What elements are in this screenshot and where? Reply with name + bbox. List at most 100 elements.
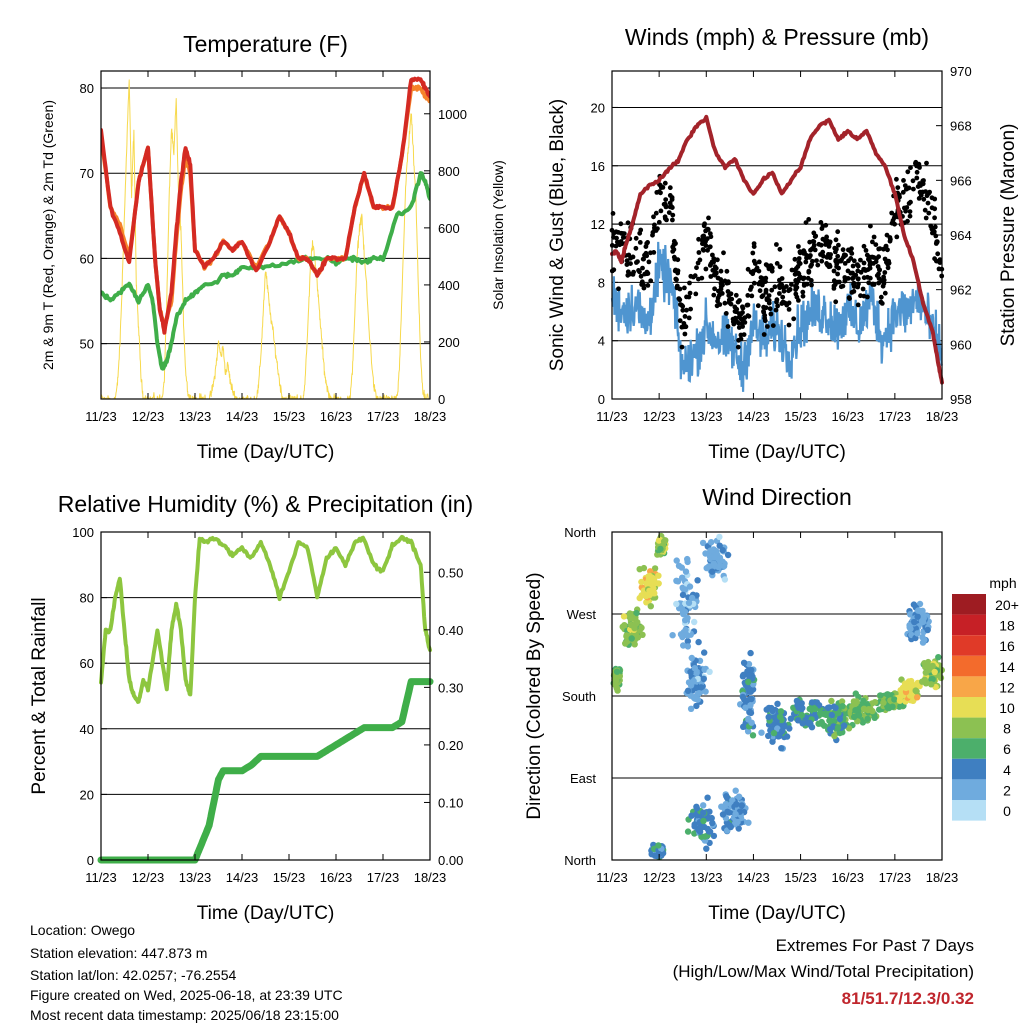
y2-tick-label: 962 xyxy=(950,283,972,298)
direction-point xyxy=(747,702,754,709)
direction-point xyxy=(919,634,926,641)
gust-point xyxy=(797,249,803,255)
legend-label: 6 xyxy=(1003,741,1011,757)
direction-point xyxy=(786,725,793,732)
gust-point xyxy=(710,267,716,273)
gust-point xyxy=(610,211,616,216)
direction-point xyxy=(686,583,694,590)
gust-point xyxy=(876,254,881,260)
direction-point xyxy=(633,609,640,617)
x-axis-label: Time (Day/UTC) xyxy=(708,442,846,463)
direction-point xyxy=(811,705,819,713)
legend-swatch xyxy=(952,800,986,821)
gust-point xyxy=(687,290,693,296)
y-tick-label: 4 xyxy=(598,334,605,349)
gust-point xyxy=(841,254,846,260)
gust-point xyxy=(768,311,774,317)
gust-point xyxy=(902,183,908,189)
y-tick-label: 40 xyxy=(80,722,94,737)
direction-point xyxy=(806,719,814,727)
direction-point xyxy=(684,687,692,694)
direction-point xyxy=(684,638,691,645)
x-tick-label: 13/23 xyxy=(179,409,212,424)
gust-point xyxy=(725,279,730,285)
y2-axis-label: Station Pressure (Maroon) xyxy=(998,124,1019,347)
direction-point xyxy=(897,687,904,694)
gust-point xyxy=(751,268,756,274)
direction-point xyxy=(929,676,936,683)
x-tick-label: 17/23 xyxy=(367,870,400,885)
gust-point xyxy=(832,245,838,251)
gust-point xyxy=(710,252,715,258)
gust-point xyxy=(750,250,756,256)
direction-point xyxy=(912,687,919,694)
gust-point xyxy=(840,247,846,253)
gust-point xyxy=(855,268,861,274)
direction-point xyxy=(707,547,714,554)
gust-point xyxy=(765,263,770,269)
y2-tick-label: 0.00 xyxy=(438,853,463,868)
gust-point xyxy=(932,215,937,221)
gust-point xyxy=(786,288,791,294)
gust-point xyxy=(923,189,928,195)
direction-point xyxy=(613,685,621,692)
gust-point xyxy=(733,292,739,298)
gust-point xyxy=(669,204,675,210)
gust-point xyxy=(682,331,688,337)
direction-point xyxy=(889,703,896,710)
gust-point xyxy=(863,248,869,253)
x-tick-label: 17/23 xyxy=(879,870,912,885)
direction-point xyxy=(679,609,687,616)
direction-point xyxy=(682,568,690,575)
gust-point xyxy=(769,268,775,274)
y-tick-label: 16 xyxy=(591,159,605,174)
gust-point xyxy=(876,246,882,252)
gust-point xyxy=(775,303,780,309)
direction-point xyxy=(911,618,918,626)
gust-point xyxy=(711,292,717,298)
gust-point xyxy=(789,282,794,287)
legend-label: 16 xyxy=(999,638,1015,654)
gust-point xyxy=(751,280,757,286)
figure-created: Figure created on Wed, 2025-06-18, at 23… xyxy=(30,987,343,1003)
gust-point xyxy=(835,271,840,277)
legend-title: mph xyxy=(989,575,1016,591)
direction-point xyxy=(811,711,819,718)
direction-point xyxy=(657,545,664,553)
gust-point xyxy=(777,277,782,283)
gust-point xyxy=(763,287,769,293)
direction-point xyxy=(636,566,643,573)
gust-point xyxy=(630,272,636,277)
gust-point xyxy=(932,206,938,212)
legend-swatch xyxy=(952,717,986,739)
gust-point xyxy=(633,235,639,241)
gust-point xyxy=(851,275,856,280)
direction-point xyxy=(859,719,867,726)
gust-point xyxy=(871,261,876,266)
gust-point xyxy=(834,261,840,267)
gust-point xyxy=(836,242,841,248)
y-tick-label: 12 xyxy=(591,217,605,232)
gust-point xyxy=(815,262,821,268)
direction-point xyxy=(813,699,821,706)
direction-point xyxy=(897,702,904,709)
gust-point xyxy=(847,296,852,301)
direction-point xyxy=(620,613,628,620)
gust-point xyxy=(721,250,726,256)
direction-point xyxy=(674,578,682,585)
gust-point xyxy=(718,286,724,292)
gust-point xyxy=(882,270,888,275)
gust-point xyxy=(796,244,801,249)
gust-point xyxy=(784,302,790,308)
legend-label: 14 xyxy=(999,659,1015,675)
direction-point xyxy=(693,702,700,710)
gust-point xyxy=(918,192,924,198)
x-tick-label: 18/23 xyxy=(414,409,447,424)
gust-point xyxy=(769,287,775,293)
gust-point xyxy=(856,281,861,287)
y2-tick-label: 964 xyxy=(950,228,972,243)
direction-point xyxy=(612,677,619,684)
direction-point xyxy=(619,623,626,630)
gust-point xyxy=(628,261,633,266)
gust-point xyxy=(902,205,907,211)
